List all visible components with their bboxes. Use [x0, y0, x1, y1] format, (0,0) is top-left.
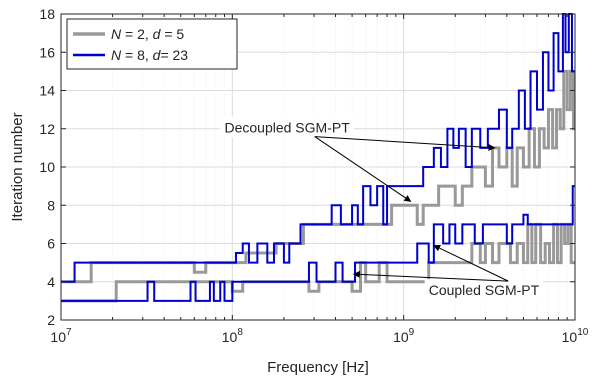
- y-tick-label-2: 6: [47, 236, 55, 252]
- series-layer: [61, 13, 575, 303]
- y-tick-label-4: 10: [39, 159, 55, 175]
- annotation-background-1: [424, 279, 544, 301]
- y-tick-label-3: 8: [47, 197, 55, 213]
- annotation-arrow-1-0: [433, 244, 509, 282]
- x-tick-label-0: 107: [50, 327, 72, 345]
- y-tick-label-1: 4: [47, 274, 55, 290]
- series-1-curve-0: [61, 13, 575, 283]
- legend: N = 2, d = 5 N = 8, d= 23: [66, 18, 238, 70]
- legend-box: [66, 18, 238, 70]
- annotation-label-1: Coupled SGM-PT: [429, 282, 540, 298]
- annotation-background-0: [220, 116, 354, 138]
- annotation-arrow-0-1: [314, 136, 412, 202]
- legend-label-0: N = 2, d = 5: [111, 26, 184, 42]
- annotation-label-0: Decoupled SGM-PT: [224, 120, 350, 136]
- annotation-arrow-1-1: [352, 270, 509, 282]
- series-1-curve-1: [61, 185, 575, 302]
- y-tick-label-7: 16: [39, 44, 55, 60]
- y-tick-label-5: 12: [39, 121, 55, 137]
- y-tick-label-6: 14: [39, 83, 55, 99]
- y-tick-label-0: 2: [47, 312, 55, 328]
- x-tick-label-1: 108: [222, 327, 244, 345]
- x-tick-label-2: 109: [393, 327, 415, 345]
- x-tick-label-3: 1010: [562, 327, 589, 345]
- y-axis-label: Iteration number: [9, 112, 26, 221]
- annotations: Decoupled SGM-PT Coupled SGM-PT: [220, 116, 544, 301]
- legend-label-1: N = 8, d= 23: [111, 47, 188, 63]
- y-tick-label-8: 18: [39, 6, 55, 22]
- x-axis-label: Frequency [Hz]: [267, 359, 369, 376]
- ticks: 2 4 6 8 10 12 14 16 18 107 108 109 1010: [39, 6, 588, 345]
- annotation-arrow-0-0: [314, 136, 496, 151]
